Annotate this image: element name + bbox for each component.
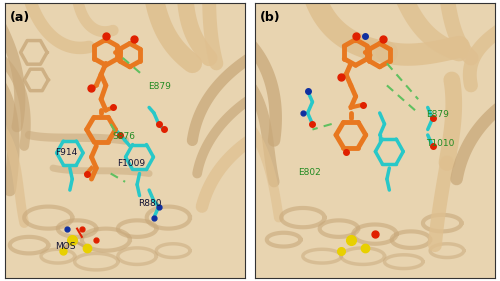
Text: F914: F914 [56, 148, 78, 157]
Text: E879: E879 [148, 82, 171, 91]
Text: E879: E879 [426, 110, 450, 119]
Text: F1009: F1009 [116, 159, 145, 168]
Text: (b): (b) [260, 11, 280, 24]
Text: T1010: T1010 [426, 139, 455, 148]
Text: S876: S876 [112, 132, 135, 141]
Text: E802: E802 [298, 168, 321, 177]
Text: (a): (a) [10, 11, 30, 24]
Text: MOS: MOS [56, 242, 76, 251]
Text: R880: R880 [138, 199, 162, 208]
